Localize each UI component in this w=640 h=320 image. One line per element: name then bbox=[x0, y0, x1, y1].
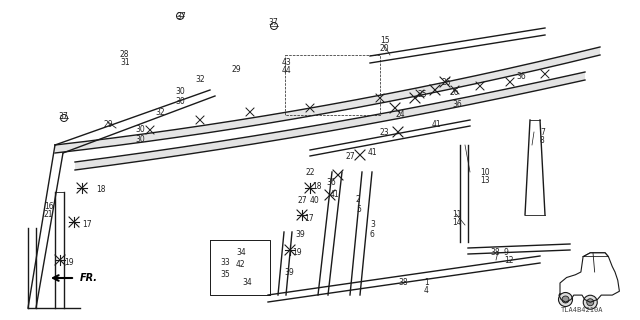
Text: 34: 34 bbox=[236, 248, 246, 257]
Text: 30: 30 bbox=[135, 125, 145, 134]
Text: 32: 32 bbox=[155, 108, 164, 117]
Text: 2: 2 bbox=[356, 195, 361, 204]
Text: 35: 35 bbox=[220, 270, 230, 279]
Text: 30: 30 bbox=[175, 97, 185, 106]
Text: 37: 37 bbox=[58, 112, 68, 121]
Text: 7: 7 bbox=[540, 128, 545, 137]
Text: 33: 33 bbox=[220, 258, 230, 267]
Text: 26: 26 bbox=[450, 88, 460, 97]
Text: 29: 29 bbox=[104, 120, 114, 129]
Text: 6: 6 bbox=[370, 230, 375, 239]
Text: 19: 19 bbox=[292, 248, 301, 257]
Text: 4: 4 bbox=[424, 286, 429, 295]
Circle shape bbox=[562, 296, 569, 303]
Text: 22: 22 bbox=[305, 168, 314, 177]
Text: 20: 20 bbox=[380, 44, 390, 53]
Text: 24: 24 bbox=[396, 110, 406, 119]
Text: 8: 8 bbox=[540, 136, 545, 145]
Text: 19: 19 bbox=[64, 258, 74, 267]
Text: 3: 3 bbox=[370, 220, 375, 229]
Text: 5: 5 bbox=[356, 205, 361, 214]
Circle shape bbox=[587, 299, 594, 306]
Text: 11: 11 bbox=[452, 210, 461, 219]
Text: 37: 37 bbox=[268, 18, 278, 27]
Text: 39: 39 bbox=[295, 230, 305, 239]
Text: 38: 38 bbox=[490, 248, 500, 257]
Text: 16: 16 bbox=[44, 202, 54, 211]
Text: 13: 13 bbox=[480, 176, 490, 185]
Text: 29: 29 bbox=[232, 65, 242, 74]
Text: 21: 21 bbox=[44, 210, 54, 219]
Circle shape bbox=[559, 292, 573, 307]
Text: 25: 25 bbox=[418, 90, 428, 99]
Text: 28: 28 bbox=[120, 50, 129, 59]
Text: 31: 31 bbox=[120, 58, 130, 67]
Polygon shape bbox=[55, 47, 600, 153]
Text: 27: 27 bbox=[345, 152, 355, 161]
Text: 18: 18 bbox=[96, 185, 106, 194]
Text: 43: 43 bbox=[282, 58, 292, 67]
Text: 44: 44 bbox=[282, 66, 292, 75]
Text: 39: 39 bbox=[284, 268, 294, 277]
Circle shape bbox=[583, 295, 597, 309]
Text: 12: 12 bbox=[504, 256, 513, 265]
Text: 14: 14 bbox=[452, 218, 461, 227]
Text: 26: 26 bbox=[442, 78, 452, 87]
Text: 17: 17 bbox=[304, 214, 314, 223]
Text: FR.: FR. bbox=[80, 273, 98, 283]
Text: 27: 27 bbox=[298, 196, 308, 205]
Text: 36: 36 bbox=[326, 178, 336, 187]
Text: 42: 42 bbox=[236, 260, 246, 269]
Text: 32: 32 bbox=[195, 75, 205, 84]
Text: 1: 1 bbox=[424, 278, 429, 287]
Text: 37: 37 bbox=[176, 12, 186, 21]
Text: 18: 18 bbox=[312, 182, 321, 191]
Text: 36: 36 bbox=[516, 72, 525, 81]
Text: 38: 38 bbox=[398, 278, 408, 287]
Polygon shape bbox=[75, 72, 585, 170]
Text: 23: 23 bbox=[380, 128, 390, 137]
Text: 34: 34 bbox=[242, 278, 252, 287]
Text: 17: 17 bbox=[82, 220, 92, 229]
Text: 36: 36 bbox=[452, 100, 461, 109]
Text: TLA4B4210A: TLA4B4210A bbox=[561, 307, 604, 313]
Text: 41: 41 bbox=[330, 190, 340, 199]
Text: 15: 15 bbox=[380, 36, 390, 45]
Text: 41: 41 bbox=[368, 148, 378, 157]
Text: 41: 41 bbox=[432, 120, 442, 129]
Text: 30: 30 bbox=[175, 87, 185, 96]
Text: 10: 10 bbox=[480, 168, 490, 177]
Text: 40: 40 bbox=[310, 196, 320, 205]
Text: 30: 30 bbox=[135, 135, 145, 144]
Text: 9: 9 bbox=[504, 248, 509, 257]
